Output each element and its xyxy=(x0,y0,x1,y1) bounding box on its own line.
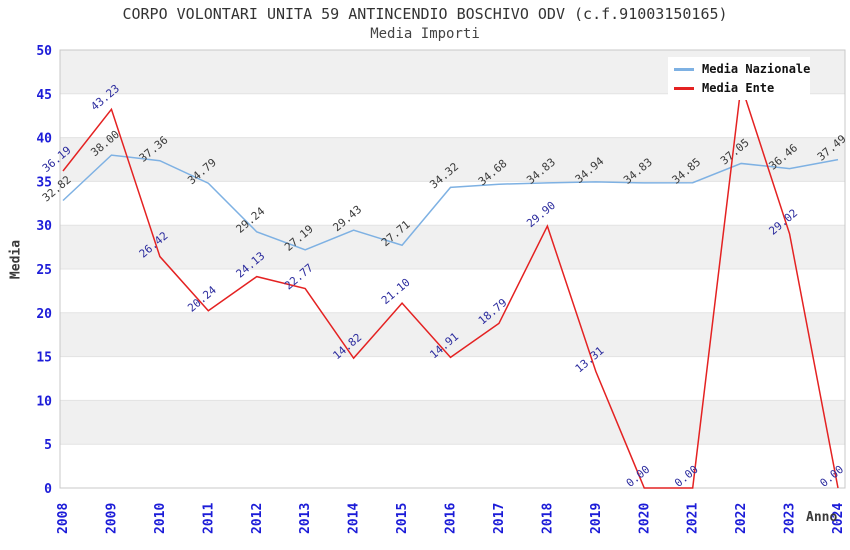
chart-title: CORPO VOLONTARI UNITA 59 ANTINCENDIO BOS… xyxy=(122,5,728,23)
media-ente-line-swatch xyxy=(674,86,694,90)
y-tick-label: 30 xyxy=(36,219,52,234)
y-tick-label: 20 xyxy=(36,307,52,322)
data-point-label: 0.00 xyxy=(672,463,701,490)
x-tick-label: 2022 xyxy=(734,503,749,534)
x-tick-label: 2009 xyxy=(104,503,119,534)
media-nazionale-line xyxy=(62,154,839,251)
x-tick-label: 2024 xyxy=(831,503,846,534)
legend-item-media-nazionale: Media Nazionale xyxy=(674,62,810,76)
plot-band xyxy=(60,312,845,357)
x-axis-title: Anno xyxy=(806,510,838,525)
x-tick-label: 2019 xyxy=(589,503,604,534)
x-tick-label: 2015 xyxy=(395,503,410,534)
media-nazionale-line-swatch xyxy=(674,67,694,71)
y-tick-label: 35 xyxy=(36,175,52,190)
data-point-label: 20.24 xyxy=(185,283,219,314)
y-tick-label: 15 xyxy=(36,351,52,366)
data-point-label: 0.00 xyxy=(817,463,846,490)
y-tick-label: 50 xyxy=(36,44,52,59)
y-tick-label: 5 xyxy=(44,438,52,453)
y-tick-label: 25 xyxy=(36,263,52,278)
x-tick-label: 2014 xyxy=(347,503,362,534)
y-tick-label: 45 xyxy=(36,88,52,103)
data-point-label: 21.10 xyxy=(379,276,413,307)
data-point-label: 0.00 xyxy=(624,463,653,490)
plot-band xyxy=(60,225,845,269)
legend-item-media-ente: Media Ente xyxy=(674,81,804,95)
x-tick-label: 2010 xyxy=(153,503,168,534)
x-tick-label: 2017 xyxy=(492,503,507,534)
y-tick-label: 10 xyxy=(36,394,52,409)
plot-border xyxy=(59,49,846,489)
legend-label-media-nazionale: Media Nazionale xyxy=(702,62,811,76)
chart-subtitle: Media Importi xyxy=(370,26,480,42)
legend: Media Nazionale Media Ente xyxy=(668,57,810,100)
media-ente-line xyxy=(62,84,839,489)
x-tick-label: 2023 xyxy=(783,503,798,534)
plot-band xyxy=(60,400,845,445)
x-tick-label: 2011 xyxy=(201,503,216,534)
x-tick-label: 2020 xyxy=(637,503,652,534)
x-tick-label: 2013 xyxy=(298,503,313,534)
y-tick-label: 40 xyxy=(36,132,52,147)
x-tick-label: 2012 xyxy=(250,503,265,534)
x-tick-label: 2016 xyxy=(444,503,459,534)
y-tick-label: 0 xyxy=(44,482,52,497)
legend-label-media-ente: Media Ente xyxy=(702,81,775,95)
x-tick-label: 2018 xyxy=(540,503,555,534)
x-tick-label: 2021 xyxy=(686,503,701,534)
x-tick-label: 2008 xyxy=(56,503,71,534)
y-axis-title: Media xyxy=(8,239,24,280)
